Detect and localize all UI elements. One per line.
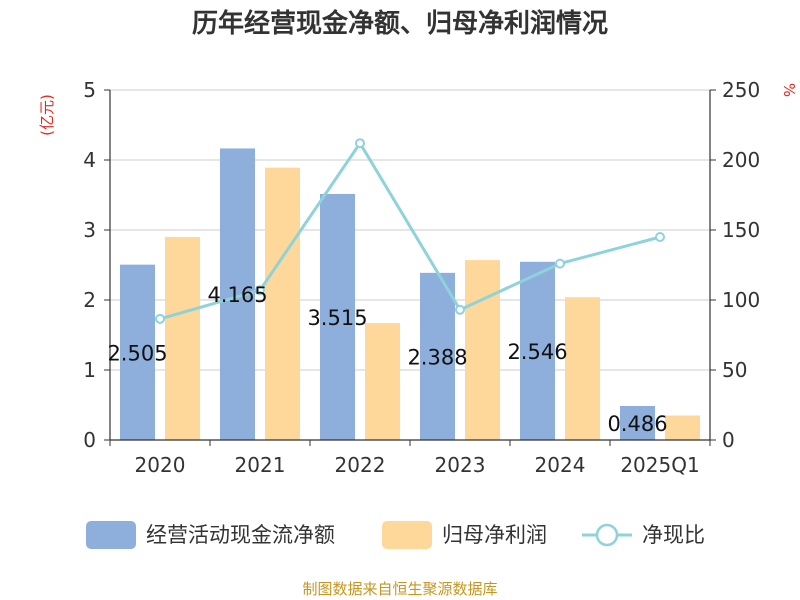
- legend-label-net-profit: 归母净利润: [442, 523, 547, 547]
- ratio-point: [655, 232, 665, 242]
- right-axis-unit: %: [780, 83, 798, 97]
- left-axis-tick-label: 5: [83, 78, 96, 102]
- net-profit-bar: [365, 323, 400, 440]
- ratio-line-series: [155, 138, 665, 324]
- cashflow-data-label: 0.486: [607, 412, 667, 436]
- legend: 经营活动现金流净额 归母净利润 净现比: [86, 521, 705, 549]
- gridlines: [110, 89, 710, 371]
- net-profit-bar: [465, 260, 500, 440]
- cashflow-data-label: 2.546: [507, 340, 567, 364]
- cashflow-bar: [120, 264, 155, 440]
- net-profit-bar: [265, 167, 300, 440]
- ratio-point: [455, 304, 465, 315]
- legend-swatch-cashflow: [86, 521, 136, 549]
- left-axis-tick-label: 3: [83, 218, 96, 242]
- net-profit-bar: [165, 237, 200, 440]
- right-axis-tick-label: 200: [722, 148, 760, 172]
- cashflow-bar: [520, 261, 555, 440]
- left-axis-tick-label: 4: [83, 148, 96, 172]
- right-axis-tick-label: 0: [722, 428, 735, 452]
- x-axis-tick-label: 2024: [535, 453, 586, 477]
- cashflow-bar: [320, 193, 355, 440]
- cashflow-data-label: 2.388: [407, 345, 467, 369]
- source-note: 制图数据来自恒生聚源数据库: [302, 580, 497, 598]
- legend-marker-ratio: [595, 523, 619, 547]
- x-axis-tick-label: 2023: [435, 453, 486, 477]
- right-axis-tick-label: 150: [722, 218, 760, 242]
- x-axis-tick-label: 2025Q1: [620, 453, 699, 477]
- left-axis-tick-label: 1: [83, 358, 96, 382]
- ratio-line: [159, 140, 661, 321]
- net-profit-bar: [665, 415, 700, 440]
- ratio-point: [555, 258, 565, 269]
- right-axis-tick-label: 250: [722, 78, 760, 102]
- ratio-point: [255, 285, 265, 296]
- net-profit-bar: [565, 297, 600, 440]
- right-axis-tick-label: 100: [722, 288, 760, 312]
- legend-label-ratio: 净现比: [642, 523, 705, 547]
- cashflow-data-label: 2.505: [107, 341, 167, 365]
- x-axis-tick-label: 2021: [235, 453, 286, 477]
- legend-swatch-net-profit: [382, 521, 432, 549]
- legend-label-cashflow: 经营活动现金流净额: [146, 523, 335, 547]
- cashflow-data-label: 3.515: [307, 306, 367, 330]
- cashflow-data-label: 4.165: [207, 283, 267, 307]
- data-labels: 2.505 4.165 3.515 2.388 2.546 0.486: [107, 283, 667, 436]
- left-axis-tick-label: 0: [83, 428, 96, 452]
- cashflow-bar: [420, 272, 455, 440]
- ratio-point: [355, 138, 365, 149]
- chart-title: 历年经营现金净额、归母净利润情况: [192, 8, 608, 39]
- ratio-point: [155, 313, 165, 324]
- left-axis-unit: (亿元): [38, 94, 56, 136]
- cashflow-bar: [620, 405, 655, 440]
- x-axis-tick-label: 2022: [335, 453, 386, 477]
- x-axis-tick-label: 2020: [135, 453, 186, 477]
- left-axis-tick-label: 2: [83, 288, 96, 312]
- right-axis-tick-label: 50: [722, 358, 747, 382]
